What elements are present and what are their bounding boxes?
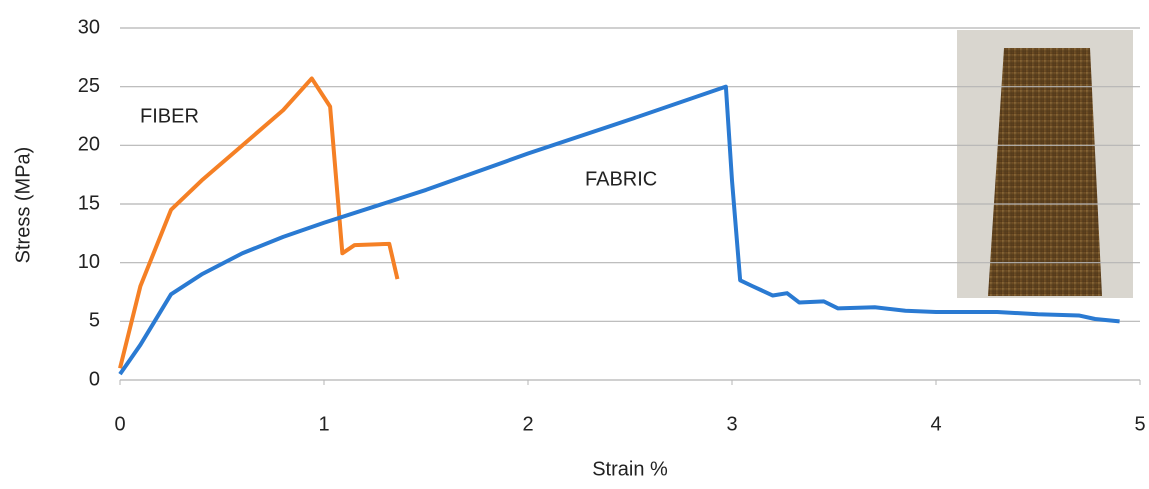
y-tick-label: 30 [78, 16, 100, 38]
series-label: FIBER [140, 105, 199, 127]
y-tick-label: 0 [89, 368, 100, 390]
x-tick-label: 0 [114, 413, 125, 435]
x-tick-label: 4 [930, 413, 941, 435]
inset-photo [957, 30, 1133, 298]
y-tick-label: 25 [78, 75, 100, 97]
x-tick-label: 2 [522, 413, 533, 435]
chart: Strain % Stress (MPa) 0 5 10 15 20 25 30 0 1 2 3 4 5… [0, 0, 1149, 489]
y-tick-label: 5 [89, 310, 100, 332]
y-tick-label: 10 [78, 251, 100, 273]
y-axis-label: Stress (MPa) [12, 147, 34, 264]
x-axis-label: Strain % [592, 458, 668, 480]
x-tick-label: 5 [1134, 413, 1145, 435]
series-label: FABRIC [585, 168, 657, 190]
y-tick-label: 15 [78, 192, 100, 214]
y-tick-label: 20 [78, 134, 100, 156]
x-tick-label: 3 [726, 413, 737, 435]
x-tick-label: 1 [318, 413, 329, 435]
